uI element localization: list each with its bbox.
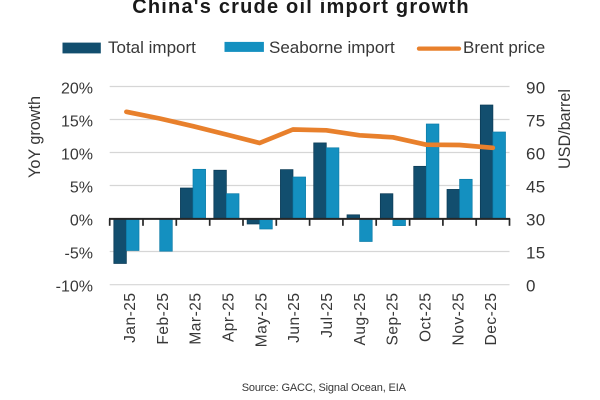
svg-text:Feb-25: Feb-25 bbox=[155, 293, 172, 345]
svg-text:Oct-25: Oct-25 bbox=[418, 293, 435, 343]
svg-text:Sep-25: Sep-25 bbox=[385, 293, 402, 346]
svg-text:Nov-25: Nov-25 bbox=[450, 293, 467, 346]
svg-text:Aug-25: Aug-25 bbox=[352, 293, 369, 346]
svg-text:20%: 20% bbox=[61, 80, 93, 97]
svg-text:May-25: May-25 bbox=[253, 293, 270, 348]
svg-text:Apr-25: Apr-25 bbox=[221, 293, 238, 343]
svg-text:15%: 15% bbox=[61, 113, 93, 130]
svg-text:Mar-25: Mar-25 bbox=[188, 293, 205, 345]
svg-text:China's crude oil import growt: China's crude oil import growth bbox=[132, 0, 470, 18]
svg-text:-5%: -5% bbox=[65, 245, 93, 262]
svg-text:45: 45 bbox=[526, 177, 546, 196]
svg-text:0%: 0% bbox=[70, 212, 93, 229]
svg-text:Source: GACC, Signal Ocean, EI: Source: GACC, Signal Ocean, EIA bbox=[242, 382, 407, 394]
svg-text:YoY growth: YoY growth bbox=[26, 96, 44, 178]
svg-text:15: 15 bbox=[526, 243, 546, 262]
svg-text:Jun-25: Jun-25 bbox=[286, 293, 303, 343]
svg-text:30: 30 bbox=[526, 210, 546, 229]
svg-text:Brent price: Brent price bbox=[463, 38, 545, 57]
svg-text:Jan-25: Jan-25 bbox=[122, 293, 139, 343]
svg-text:60: 60 bbox=[526, 144, 546, 163]
svg-text:Dec-25: Dec-25 bbox=[483, 293, 500, 346]
svg-text:Seaborne import: Seaborne import bbox=[269, 38, 395, 57]
svg-text:90: 90 bbox=[526, 78, 546, 97]
svg-text:-10%: -10% bbox=[56, 279, 93, 296]
svg-text:75: 75 bbox=[526, 111, 546, 130]
svg-text:5%: 5% bbox=[70, 179, 93, 196]
svg-text:Jul-25: Jul-25 bbox=[319, 293, 336, 338]
svg-text:10%: 10% bbox=[61, 146, 93, 163]
svg-text:USD/barrel: USD/barrel bbox=[556, 89, 574, 169]
svg-text:0: 0 bbox=[526, 277, 536, 296]
svg-text:Total import: Total import bbox=[108, 38, 196, 57]
